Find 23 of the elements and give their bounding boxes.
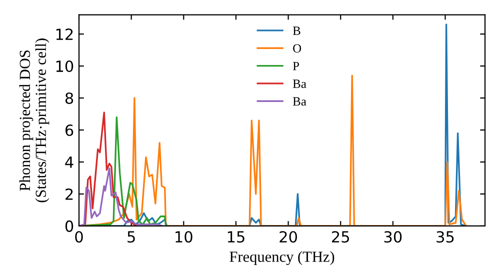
x-tick-label: 35 — [436, 231, 454, 243]
y-tick-label: 2 — [66, 188, 73, 200]
legend-label: Ba — [292, 97, 306, 106]
y-tick-label: 8 — [65, 92, 74, 104]
x-tick-label: 10 — [176, 231, 192, 243]
legend-label: O — [293, 44, 302, 53]
legend-label: Ba — [292, 80, 306, 88]
x-tick-label: 15 — [228, 231, 244, 243]
x-tick-label: 25 — [332, 231, 349, 243]
y-tick-label: 4 — [65, 156, 74, 168]
line-series — [79, 168, 164, 226]
y-tick-label: 0 — [65, 220, 74, 232]
x-tick-label: 5 — [128, 231, 135, 243]
x-tick-label: 0 — [75, 231, 83, 243]
legend-label: B — [292, 26, 300, 35]
y-tick-label: 6 — [65, 124, 74, 136]
x-axis-title: Frequency (THz) — [230, 251, 334, 266]
y-tick-label: 12 — [56, 28, 73, 40]
y-axis-title: Phonon projected DOS (States/THz·primitive cell) — [19, 38, 50, 202]
y-tick-label: 10 — [56, 60, 74, 72]
legend-label: P — [292, 62, 300, 70]
x-tick-label: 30 — [384, 231, 402, 243]
x-tick-label: 20 — [280, 231, 297, 243]
